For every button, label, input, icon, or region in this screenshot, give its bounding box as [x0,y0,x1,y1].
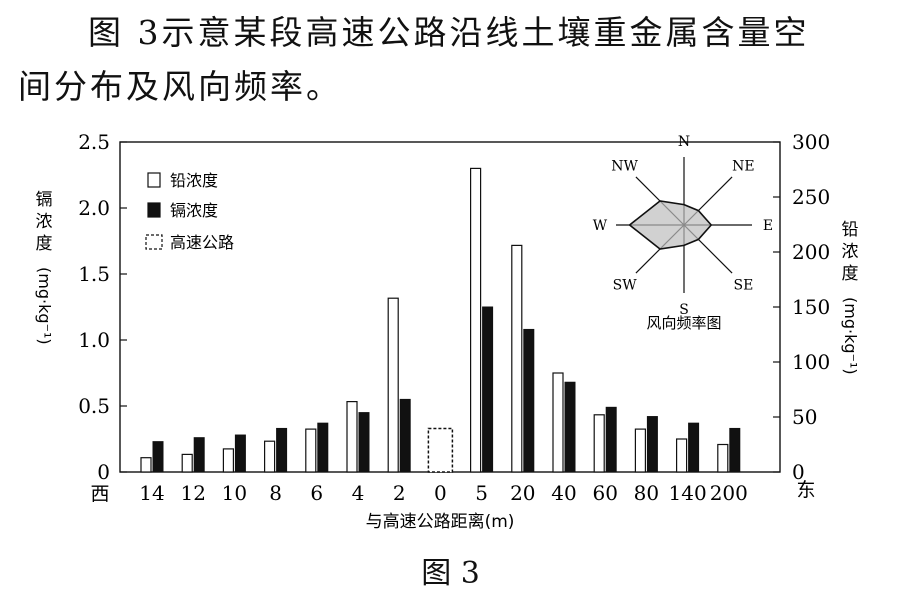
left-tick-label: 0 [97,460,110,484]
figure-caption: 图 3 [421,556,480,591]
lead-bar [387,297,399,473]
cadmium-bar [646,416,658,473]
x-tick-label: 4 [352,481,365,505]
wind-rose: N NE E SE S SW W NW 风向频率图 [593,134,773,332]
legend-highway-label: 高速公路 [170,233,234,252]
x-tick-label: 12 [180,481,205,505]
lead-bar [593,414,605,473]
chart-bars [140,167,741,473]
rose-frequency-polygon [628,200,713,250]
lead-bar [305,428,317,473]
rose-direction-label: S [679,302,689,318]
cadmium-bar [317,422,329,473]
cadmium-bar [152,441,164,473]
cadmium-bar [399,398,411,473]
rose-direction-label: NW [611,159,638,175]
left-tick-label: 0.5 [78,394,110,418]
lead-bar [675,438,688,473]
cadmium-bar [729,427,741,473]
highway-bar [427,427,454,473]
legend-lead-label: 铅浓度 [170,171,218,190]
lead-bar [181,453,193,473]
west-label: 西 [90,483,109,505]
x-tick-label: 2 [393,481,406,505]
rose-title: 风向频率图 [646,314,721,332]
left-tick-label: 2.5 [78,130,110,154]
cadmium-bar [523,328,535,473]
lead-bar [222,448,234,473]
east-label: 东 [796,479,815,501]
intro-line-1: 图 3示意某段高速公路沿线土壤重金属含量空 [88,13,810,52]
legend-cadmium-label: 镉浓度 [170,201,218,220]
lead-bar [264,440,276,473]
right-tick-label: 300 [792,130,830,154]
cadmium-bar [276,427,288,473]
cadmium-bar [564,381,576,473]
x-tick-label: 6 [310,481,323,505]
x-tick-label: 0 [434,481,447,505]
x-tick-label: 5 [475,481,488,505]
x-tick-label: 10 [222,481,247,505]
x-tick-label: 14 [139,481,164,505]
lead-bar [140,457,152,473]
x-tick-label: 140 [669,481,707,505]
right-tick-label: 50 [792,405,817,429]
right-tick-label: 100 [792,350,830,374]
left-tick-label: 1.5 [78,262,110,286]
intro-text: 图 3示意某段高速公路沿线土壤重金属含量空 间分布及风向频率。 [18,6,888,114]
lead-bar [511,244,523,473]
left-tick-label: 1.0 [78,328,110,352]
intro-line-2: 间分布及风向频率。 [18,67,342,106]
x-tick-label: 200 [710,481,748,505]
right-tick-label: 250 [792,185,830,209]
lead-bar [470,167,482,473]
cadmium-bar [688,422,700,473]
rose-direction-label: E [763,218,773,234]
legend-cadmium-swatch [147,202,161,218]
rose-direction-label: SE [733,277,753,293]
right-tick-label: 150 [792,295,830,319]
cadmium-bar [234,434,246,473]
x-tick-label: 8 [269,481,282,505]
legend-highway-swatch [145,234,163,250]
lead-bar [634,428,647,473]
cadmium-bar [482,306,494,473]
left-tick-label: 2.0 [78,196,110,220]
rose-direction-label: N [678,134,690,150]
cadmium-bar [605,406,617,473]
lead-bar [717,443,729,473]
x-axis-label: 与高速公路距离(m) [366,512,515,532]
right-axis-label: 铅浓度 [842,220,859,284]
left-axis-label: 镉浓度 [36,190,53,254]
x-tick-label: 40 [551,481,576,505]
cadmium-bar [193,437,205,473]
lead-bar [346,401,358,473]
right-tick-label: 0 [792,460,805,484]
right-tick-label: 200 [792,240,830,264]
rose-direction-label: W [593,218,608,234]
left-axis-label-unit: (mg·kg⁻¹) [35,267,54,345]
rose-direction-label: NE [732,159,754,175]
x-tick-label: 60 [592,481,617,505]
chart-axes: 00.51.01.52.02.5050100150200250300镉浓度(mg… [35,130,860,532]
x-tick-label: 80 [634,481,659,505]
lead-bar [552,372,564,473]
legend-lead-swatch [147,172,161,188]
rose-direction-label: SW [613,277,638,293]
cadmium-bar [358,412,370,473]
right-axis-label-unit: (mg·kg⁻¹) [841,297,860,375]
x-tick-label: 20 [510,481,535,505]
